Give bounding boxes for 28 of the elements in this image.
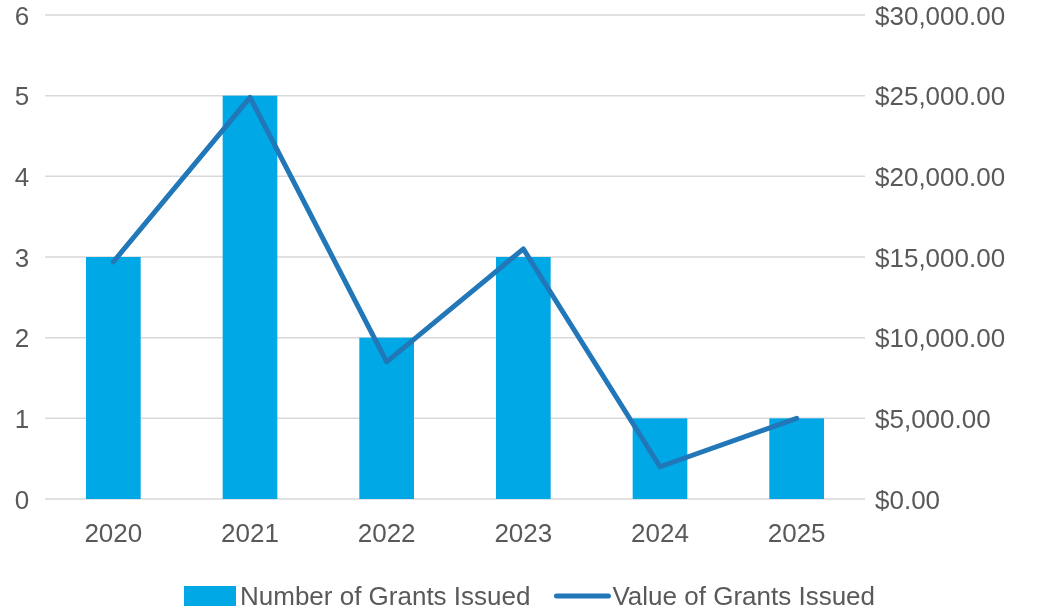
x-tick-label: 2023 xyxy=(494,518,553,548)
y2-tick-label: $0.00 xyxy=(875,484,941,515)
bar xyxy=(496,257,551,499)
y-tick-label: 2 xyxy=(14,323,30,354)
x-tick-label: 2022 xyxy=(357,518,416,548)
bar xyxy=(222,95,278,499)
y-tick-label: 5 xyxy=(14,81,30,112)
y2-tick-label: $5,000.00 xyxy=(875,403,991,434)
y2-tick-label: $30,000.00 xyxy=(875,0,1006,31)
legend-label: Number of Grants Issued xyxy=(239,581,531,612)
bar xyxy=(632,418,688,499)
bar xyxy=(86,257,141,499)
y-tick-label: 1 xyxy=(14,403,30,434)
bar xyxy=(769,418,824,499)
y-tick-label: 4 xyxy=(14,161,30,192)
y2-tick-label: $20,000.00 xyxy=(875,161,1006,192)
x-tick-label: 2020 xyxy=(84,518,143,548)
x-tick-label: 2024 xyxy=(631,518,689,548)
x-tick-label: 2021 xyxy=(221,518,279,548)
y-tick-label: 0 xyxy=(14,484,30,515)
y-tick-label: 6 xyxy=(14,0,30,31)
y-tick-label: 3 xyxy=(14,242,30,273)
y2-tick-label: $10,000.00 xyxy=(875,323,1006,354)
y2-tick-label: $15,000.00 xyxy=(875,242,1006,273)
y2-tick-label: $25,000.00 xyxy=(875,81,1006,112)
bar xyxy=(359,337,414,499)
legend-label: Value of Grants Issued xyxy=(612,581,876,612)
x-tick-label: 2025 xyxy=(767,518,826,548)
